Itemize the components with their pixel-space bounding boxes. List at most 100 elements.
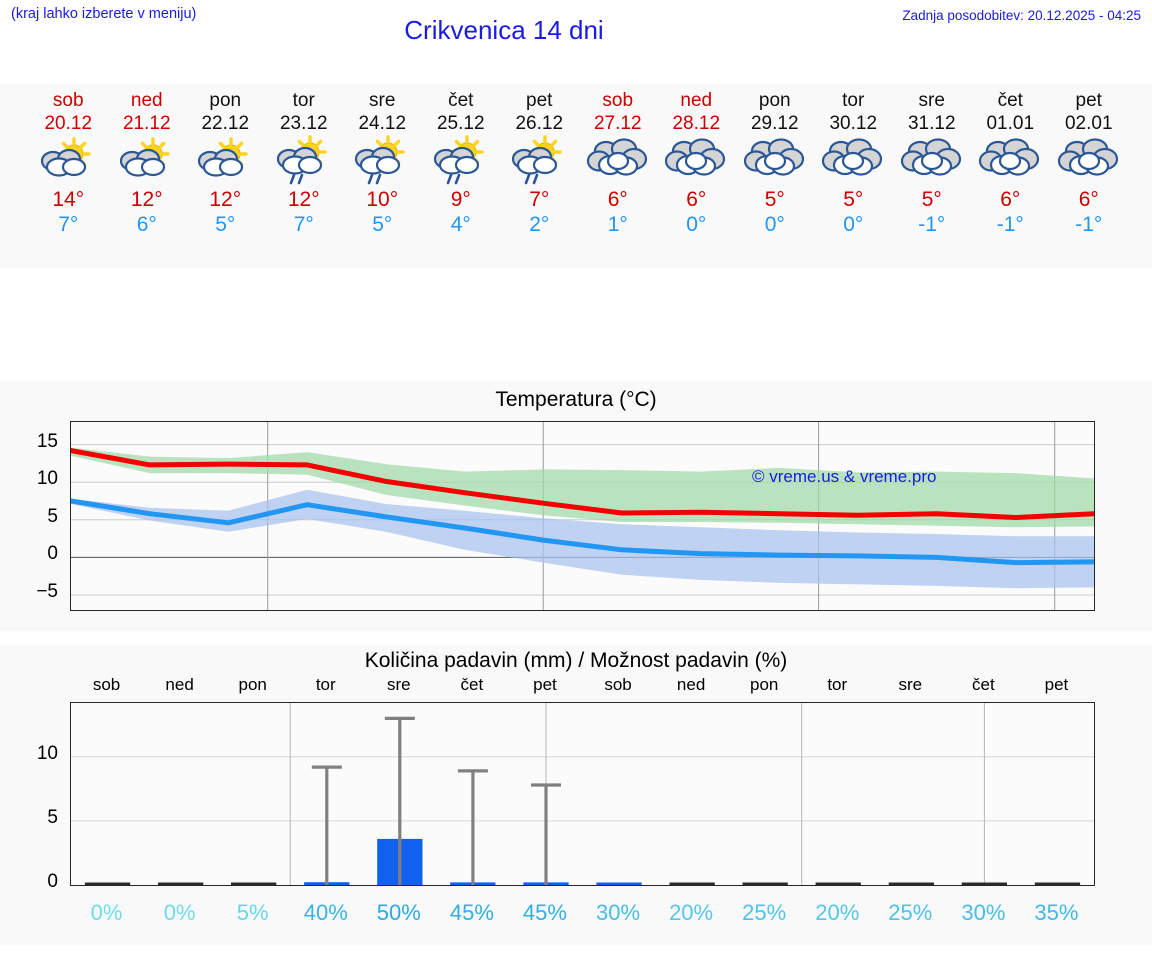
day-of-week: tor xyxy=(292,90,315,111)
overcast-icon xyxy=(893,136,972,184)
precipitation-probability: 30% xyxy=(961,900,1006,925)
max-temperature: 6° xyxy=(607,188,628,211)
x-tick-label: pet xyxy=(1044,675,1069,694)
precipitation-probability: 50% xyxy=(376,900,421,925)
max-temperature: 5° xyxy=(764,188,785,211)
x-tick-label: čet xyxy=(972,675,995,694)
day-date: 24.12 xyxy=(358,113,407,134)
precipitation-probability: 25% xyxy=(742,900,787,925)
sun-cloud-rain-icon xyxy=(343,135,422,185)
temperature-chart: Temperatura (°C) 15 10 5 0 −5 © vreme.us & v… xyxy=(0,381,1152,631)
overcast-icon xyxy=(657,136,736,184)
day-date: 28.12 xyxy=(672,113,721,134)
y-tick-label: 0 xyxy=(47,543,58,565)
y-tick-label: 10 xyxy=(36,468,58,490)
copyright-notice: © vreme.us & vreme.pro xyxy=(752,467,937,486)
day-date: 23.12 xyxy=(279,113,328,134)
precipitation-probability: 0% xyxy=(90,900,123,925)
y-tick-label: 10 xyxy=(36,742,58,764)
precipitation-probability: 5% xyxy=(236,900,269,925)
overcast-icon xyxy=(971,136,1050,184)
day-date: 27.12 xyxy=(593,113,642,134)
max-temperature: 14° xyxy=(52,188,85,211)
sun-cloud-rain-icon xyxy=(500,135,579,185)
day-date: 25.12 xyxy=(436,113,485,134)
y-tick-label: 5 xyxy=(47,505,58,527)
day-date: 20.12 xyxy=(44,113,93,134)
y-tick-label: −5 xyxy=(36,580,58,602)
day-column[interactable]: pet 26.12 7° 2° xyxy=(500,84,579,268)
day-column[interactable]: ned 21.12 12° 6° xyxy=(108,84,187,268)
min-temperature: 7° xyxy=(58,213,79,236)
max-temperature: 12° xyxy=(130,188,163,211)
sun-cloud-icon xyxy=(29,136,108,184)
max-temperature: 6° xyxy=(1000,188,1021,211)
day-of-week: ned xyxy=(680,90,713,111)
x-tick-label: ned xyxy=(676,675,706,694)
x-tick-label: sre xyxy=(898,675,923,694)
day-column[interactable]: sob 20.12 14° 7° xyxy=(29,84,108,268)
precipitation-probability: 30% xyxy=(596,900,641,925)
min-temperature: 7° xyxy=(293,213,314,236)
day-column[interactable]: pon 22.12 12° 5° xyxy=(186,84,265,268)
min-temperature: 0° xyxy=(843,213,864,236)
day-of-week: sob xyxy=(602,90,634,111)
max-temperature: 9° xyxy=(450,188,471,211)
day-column[interactable]: sob 27.12 6° 1° xyxy=(579,84,658,268)
day-of-week: sre xyxy=(369,90,396,111)
precipitation-probability: 40% xyxy=(303,900,348,925)
max-temperature: 12° xyxy=(209,188,242,211)
precipitation-probability: 45% xyxy=(449,900,494,925)
day-column[interactable]: čet 01.01 6° -1° xyxy=(971,84,1050,268)
day-of-week: čet xyxy=(997,90,1023,111)
day-of-week: pet xyxy=(1075,90,1102,111)
min-temperature: 1° xyxy=(607,213,628,236)
precipitation-probability: 35% xyxy=(1034,900,1079,925)
min-temperature: 6° xyxy=(136,213,157,236)
day-of-week: sre xyxy=(918,90,945,111)
x-tick-label: ned xyxy=(165,675,194,694)
day-date: 30.12 xyxy=(829,113,878,134)
min-temperature: 4° xyxy=(450,213,471,236)
day-column[interactable]: tor 23.12 12° 7° xyxy=(265,84,344,268)
precipitation-plot-area xyxy=(70,702,1095,886)
day-column[interactable]: tor 30.12 5° 0° xyxy=(814,84,893,268)
min-temperature: 2° xyxy=(529,213,550,236)
precipitation-probability: 45% xyxy=(522,900,567,925)
day-column[interactable]: sre 31.12 5° -1° xyxy=(893,84,972,268)
day-date: 31.12 xyxy=(907,113,956,134)
x-tick-label: pet xyxy=(533,675,557,694)
precipitation-probability: 20% xyxy=(815,900,860,925)
day-column[interactable]: pet 02.01 6° -1° xyxy=(1050,84,1129,268)
y-tick-label: 0 xyxy=(47,871,58,892)
sun-cloud-rain-icon xyxy=(422,135,501,185)
precipitation-probability: 25% xyxy=(888,900,933,925)
day-column[interactable]: pon 29.12 5° 0° xyxy=(736,84,815,268)
day-column[interactable]: ned 28.12 6° 0° xyxy=(657,84,736,268)
day-date: 01.01 xyxy=(986,113,1035,134)
min-temperature: 0° xyxy=(764,213,785,236)
day-of-week: ned xyxy=(130,90,163,111)
temperature-plot-area xyxy=(70,421,1095,611)
precipitation-chart-title: Količina padavin (mm) / Možnost padavin … xyxy=(364,649,788,672)
max-temperature: 6° xyxy=(686,188,707,211)
page-header: (kraj lahko izberete v meniju) Crikvenic… xyxy=(0,0,1152,62)
day-of-week: pet xyxy=(526,90,553,111)
day-column[interactable]: čet 25.12 9° 4° xyxy=(422,84,501,268)
overcast-icon xyxy=(814,136,893,184)
day-of-week: tor xyxy=(842,90,865,111)
min-temperature: 5° xyxy=(215,213,236,236)
day-column[interactable]: sre 24.12 10° 5° xyxy=(343,84,422,268)
max-temperature: 6° xyxy=(1078,188,1099,211)
overcast-icon xyxy=(1050,136,1129,184)
overcast-icon xyxy=(736,136,815,184)
x-tick-label: sre xyxy=(387,675,411,694)
day-of-week: sob xyxy=(52,90,84,111)
precipitation-probability: 0% xyxy=(163,900,196,925)
day-of-week: pon xyxy=(758,90,791,111)
min-temperature: 5° xyxy=(372,213,393,236)
precipitation-probability: 20% xyxy=(669,900,714,925)
day-of-week: pon xyxy=(209,90,242,111)
max-temperature: 10° xyxy=(366,188,399,211)
